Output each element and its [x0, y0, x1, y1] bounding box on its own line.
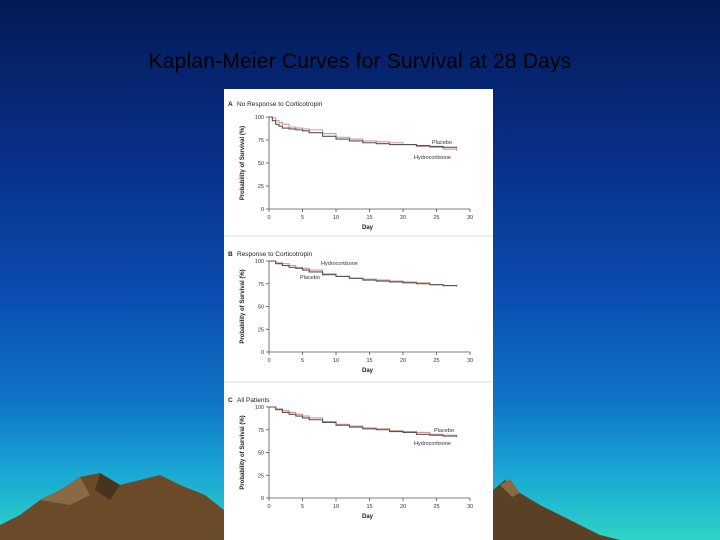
km-figure: A No Response to Corticotropin 0 25 50 75 100 0… [224, 89, 493, 540]
x-tick-label: 0 [267, 358, 270, 364]
panel-letter: B [228, 251, 233, 258]
y-tick-label: 25 [258, 327, 264, 333]
x-tick-label: 25 [433, 504, 439, 510]
y-axis-label: Probability of Survival (%) [240, 126, 246, 200]
x-tick-label: 25 [433, 358, 439, 364]
panel-title: All Patients [237, 397, 270, 404]
series-line-placebo [269, 406, 458, 437]
x-tick-label: 15 [366, 358, 372, 364]
y-tick-label: 0 [261, 207, 264, 213]
y-tick-label: 100 [255, 115, 264, 121]
y-tick-label: 50 [258, 161, 264, 167]
y-axis-label: Probability of Survival (%) [240, 415, 246, 489]
panel-a: A No Response to Corticotropin 0 25 50 75 100 0… [228, 101, 473, 231]
x-tick-label: 30 [467, 358, 473, 364]
y-axis-label: Probability of Survival (%) [240, 269, 246, 343]
x-tick-label: 5 [301, 215, 304, 221]
x-tick-label: 15 [366, 504, 372, 510]
mountain-landscape [0, 473, 620, 540]
series-label-hydrocortisone: Hydrocortisone [414, 441, 451, 447]
series-line-hydrocortisone [269, 116, 458, 149]
y-tick-label: 0 [261, 496, 264, 502]
x-tick-label: 5 [301, 504, 304, 510]
x-tick-label: 30 [467, 504, 473, 510]
panel-b: B Response to Corticotropin 0 25 50 75 100 0 5 10… [224, 235, 493, 374]
x-tick-label: 20 [400, 358, 406, 364]
panel-title: Response to Corticotropin [237, 251, 313, 258]
y-tick-label: 50 [258, 451, 264, 457]
x-axis-label: Day [362, 225, 374, 231]
y-tick-label: 75 [258, 428, 264, 434]
x-tick-label: 15 [366, 215, 372, 221]
x-tick-label: 20 [400, 215, 406, 221]
slide-title: Kaplan-Meier Curves for Survival at 28 D… [148, 50, 572, 73]
series-label-hydrocortisone: Hydrocortisone [321, 261, 358, 267]
y-tick-label: 0 [261, 350, 264, 356]
series-label-placebo: Placebo [432, 140, 452, 146]
x-tick-label: 30 [467, 215, 473, 221]
panel-letter: A [228, 101, 233, 108]
x-tick-label: 25 [433, 215, 439, 221]
km-chart-svg: A No Response to Corticotropin02550751000… [224, 101, 493, 520]
panel-letter: C [228, 397, 233, 404]
x-axis-label: Day [362, 368, 374, 374]
panel-title: No Response to Corticotropin [237, 101, 323, 108]
x-tick-label: 5 [301, 358, 304, 364]
x-tick-label: 10 [333, 358, 339, 364]
y-tick-label: 50 [258, 305, 264, 311]
y-tick-label: 75 [258, 282, 264, 288]
y-tick-label: 100 [255, 405, 264, 411]
y-tick-label: 75 [258, 138, 264, 144]
x-tick-label: 0 [267, 215, 270, 221]
panel-c: C All Patients 0 25 50 75 100 0 5 10 15 20 25 30 Day Pr… [224, 381, 493, 520]
y-tick-label: 25 [258, 473, 264, 479]
x-tick-label: 0 [267, 504, 270, 510]
x-tick-label: 10 [333, 215, 339, 221]
series-label-placebo: Placebo [434, 428, 454, 434]
x-tick-label: 10 [333, 504, 339, 510]
x-axis-label: Day [362, 514, 374, 520]
y-tick-label: 25 [258, 184, 264, 190]
series-label-hydrocortisone: Hydrocortisone [414, 155, 451, 161]
series-line-hydrocortisone [269, 260, 458, 287]
series-label-placebo: Placebo [300, 275, 320, 281]
series-line-hydrocortisone [269, 406, 458, 438]
y-tick-label: 100 [255, 259, 264, 265]
series-line-placebo [269, 260, 458, 287]
x-tick-label: 20 [400, 504, 406, 510]
